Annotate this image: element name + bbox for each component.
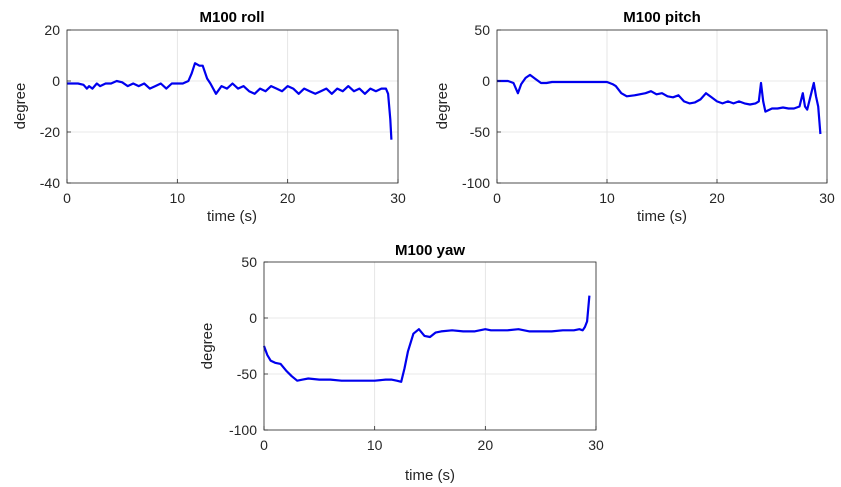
pitch-subplot: 0 10 20 30 50 0 -50 -100 M100 pitch time (s) de…: [434, 9, 835, 225]
yaw-ylabel: degree: [199, 323, 216, 370]
pitch-series-line: [497, 73, 822, 135]
yaw-ytick-label: 50: [241, 254, 257, 270]
yaw-xlabel: time (s): [405, 467, 455, 484]
roll-axes-box: [66, 29, 399, 184]
yaw-ytick-label: -50: [237, 366, 257, 382]
pitch-xlabel: time (s): [637, 208, 687, 225]
yaw-series-line: [262, 295, 591, 383]
yaw-xtick-label: 0: [260, 437, 268, 453]
yaw-xtick-label: 20: [478, 437, 494, 453]
yaw-title: M100 yaw: [395, 242, 465, 259]
roll-ytick-label: 20: [44, 22, 60, 38]
roll-xtick-label: 30: [390, 190, 406, 206]
yaw-ytick-label: -100: [229, 422, 257, 438]
yaw-axes-box: [263, 261, 597, 431]
roll-ticks: 0 10 20 30 20 0 -20 -40: [40, 22, 406, 206]
yaw-ytick-label: 0: [249, 310, 257, 326]
roll-xtick-label: 20: [280, 190, 296, 206]
roll-ylabel: degree: [12, 83, 29, 130]
roll-xtick-label: 10: [170, 190, 186, 206]
pitch-axes-box: [496, 29, 828, 184]
roll-ytick-label: -40: [40, 175, 60, 191]
pitch-ytick-label: -100: [462, 175, 490, 191]
pitch-xtick-label: 0: [493, 190, 501, 206]
pitch-xtick-label: 30: [819, 190, 835, 206]
pitch-ticks: 0 10 20 30 50 0 -50 -100: [462, 22, 835, 206]
yaw-ticks: 0 10 20 30 50 0 -50 -100: [229, 254, 604, 453]
pitch-xtick-label: 20: [709, 190, 725, 206]
yaw-subplot: 0 10 20 30 50 0 -50 -100 M100 yaw time (s) degr…: [199, 242, 604, 484]
pitch-ylabel: degree: [434, 83, 451, 130]
roll-ytick-label: 0: [52, 73, 60, 89]
yaw-xtick-label: 10: [367, 437, 383, 453]
roll-subplot: 0 10 20 30 20 0 -20 -40 M100 roll time (s) degr…: [12, 9, 406, 225]
roll-xlabel: time (s): [207, 208, 257, 225]
pitch-ytick-label: -50: [470, 124, 490, 140]
pitch-xtick-label: 10: [599, 190, 615, 206]
roll-series-line: [67, 62, 393, 140]
yaw-xtick-label: 30: [588, 437, 604, 453]
roll-ytick-label: -20: [40, 124, 60, 140]
pitch-ytick-label: 50: [474, 22, 490, 38]
pitch-ytick-label: 0: [482, 73, 490, 89]
pitch-title: M100 pitch: [623, 9, 701, 26]
roll-title: M100 roll: [199, 9, 264, 26]
roll-xtick-label: 0: [63, 190, 71, 206]
